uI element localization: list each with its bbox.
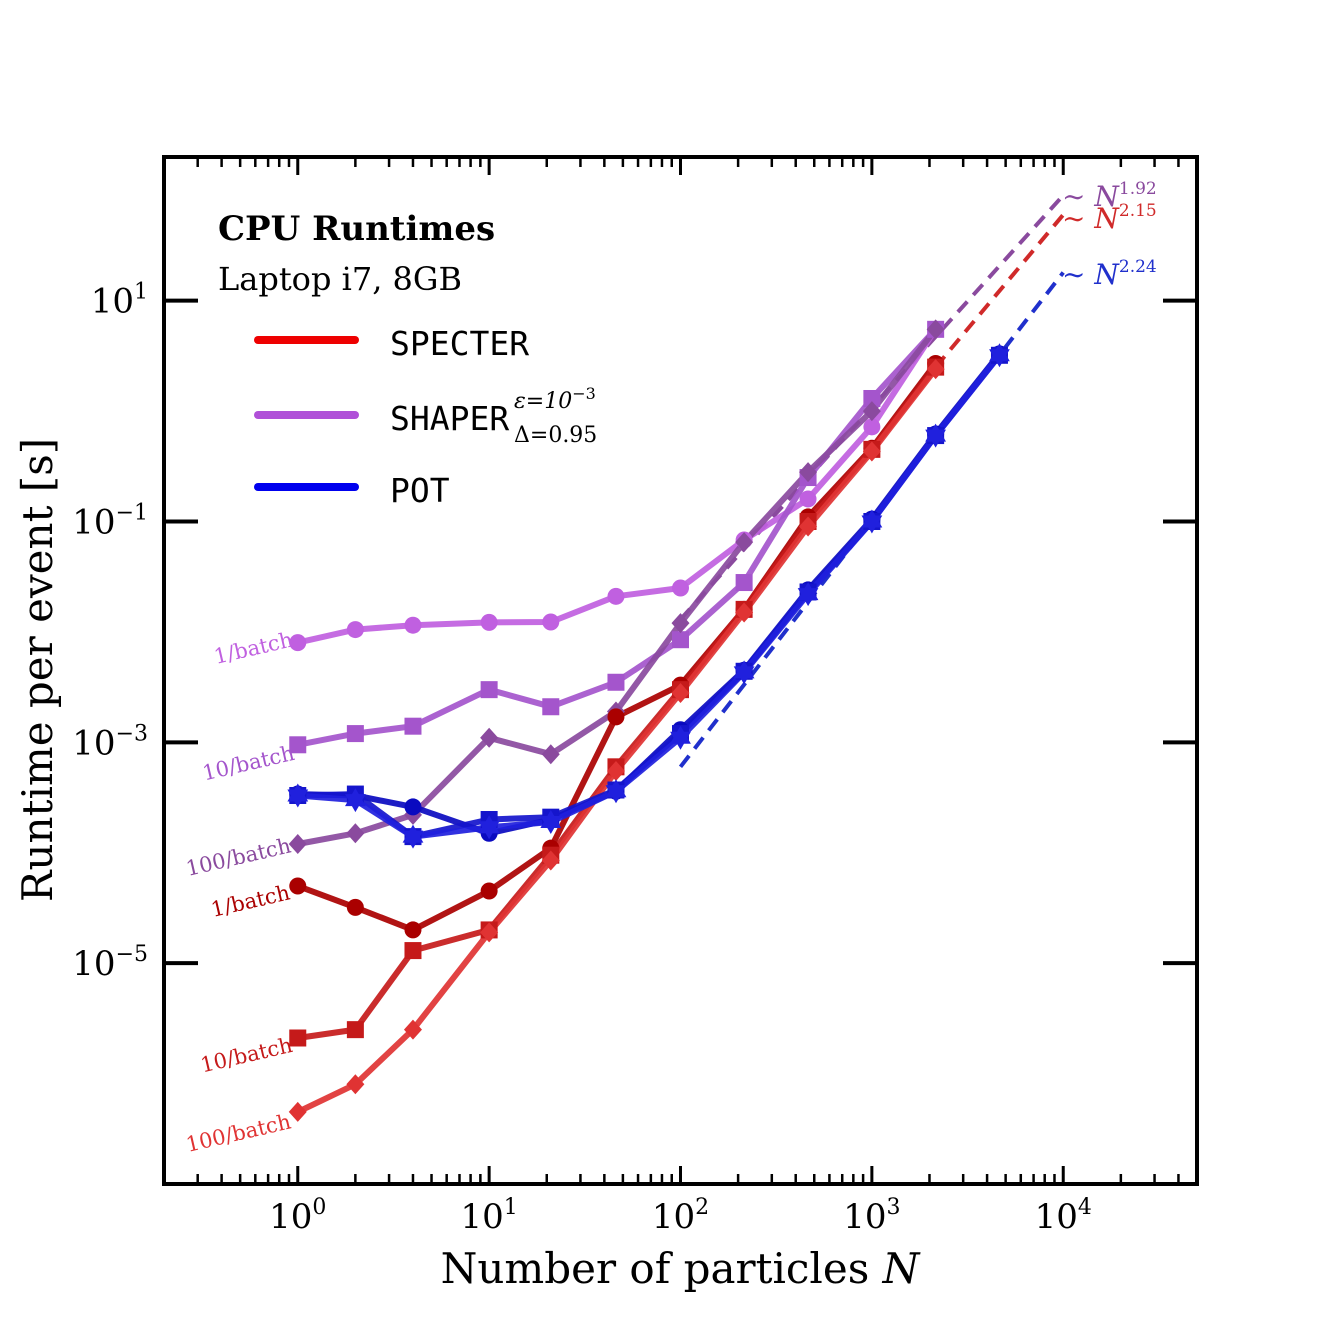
specter-100-batch-point (862, 441, 881, 462)
specter-100-batch-point (735, 602, 754, 623)
specter-1-batch-point (346, 898, 364, 916)
pot-100-batch-point (540, 810, 562, 834)
pot-100-batch-point (989, 343, 1010, 368)
shaper-100-batch-point (671, 613, 690, 634)
pot-100-batch-point (345, 788, 366, 813)
shaper-10-batch-point (542, 698, 560, 716)
specter-10-batch-point (346, 1021, 364, 1039)
specter-1-batch-point (480, 882, 498, 900)
pot-100-batch-point (402, 824, 424, 849)
shaper-100-batch-point (541, 744, 560, 765)
tick-labels: 100 101 102 103 104 101 10−1 10−3 10−5 (72, 280, 1092, 1237)
series-markers (287, 319, 1010, 1122)
shaper-10-batch-point (863, 389, 881, 407)
specter-100-batch-point (403, 1019, 422, 1040)
chart-title: CPU Runtimes (218, 209, 495, 249)
pot-100-batch-point (287, 783, 309, 808)
specter-100-batch-point (799, 516, 818, 537)
pot-100-batch-point (733, 660, 755, 685)
x-tick-label: 102 (652, 1195, 709, 1237)
specter-100-batch-point (671, 682, 690, 703)
specter-10-batch-point (289, 1029, 307, 1047)
major-ticks (164, 157, 1197, 1184)
x-tick-label: 103 (843, 1195, 900, 1237)
legend-specter-label: SPECTER (390, 324, 529, 363)
legend-pot-label: POT (390, 471, 450, 510)
pot-1-batch-point (404, 798, 422, 816)
pot-100-batch-line (297, 353, 1002, 840)
legend-shaper-label: SHAPER (390, 399, 509, 438)
specter-1-batch-point (404, 921, 422, 939)
shaper-10-batch-point (480, 681, 498, 699)
legend: SPECTER SHAPER ε=10−3 Δ=0.95 POT (254, 324, 597, 510)
specter-1-batch-point (289, 877, 307, 895)
shaper-100-batch-point (346, 823, 365, 844)
y-tick-label: 10−1 (72, 500, 148, 542)
shaper-1-batch-point (672, 579, 689, 597)
shaper-1-batch-point (289, 634, 307, 652)
y-axis-label: Runtime per event [s] (13, 438, 62, 902)
pot-100-batch-point (797, 582, 819, 607)
pot-100-batch-point (925, 423, 946, 448)
specter-100-batch-point (541, 850, 560, 871)
x-axis-label: Number of particles N (441, 1244, 921, 1293)
specter-10-batch-point (404, 942, 422, 960)
y-tick-label: 10−3 (72, 721, 148, 763)
shaper-10-batch-point (735, 574, 753, 592)
specter-fit-line (934, 213, 1065, 369)
pot-100-batch-point (478, 815, 500, 840)
shaper-1-batch-point (799, 490, 817, 508)
x-tick-label: 100 (269, 1195, 326, 1237)
pot-100-batch-point (670, 725, 691, 750)
y-tick-label: 10−5 (72, 942, 148, 984)
chart-subtitle: Laptop i7, 8GB (218, 260, 462, 298)
pot-100-batch-point (605, 779, 627, 804)
specter-fit-label: ∼ N2.15 (1062, 201, 1157, 235)
shaper-100-batch-point (288, 834, 307, 855)
plot-frame (162, 155, 1199, 1186)
shaper-100-batch-point (799, 462, 818, 483)
specter-100-batch-point (606, 760, 625, 781)
shaper-100-batch-point (926, 319, 945, 340)
shaper-fit-label: ∼ N1.92 (1062, 179, 1157, 213)
legend-shaper-sub: Δ=0.95 (514, 423, 597, 448)
specter-1-batch-point (607, 708, 625, 726)
specter-100-batch-point (480, 922, 499, 943)
shaper-100-batch-point (862, 401, 881, 422)
shaper-1-batch-point (542, 613, 560, 631)
legend-shaper-sup: ε=10−3 (514, 384, 596, 414)
specter-100-batch-point (926, 359, 945, 380)
shaper-1-batch-point (346, 621, 364, 639)
shaper-100-batch-point (735, 532, 754, 553)
shaper-1-batch-point (607, 587, 625, 605)
shaper-10-batch-point (607, 673, 625, 691)
pot-100-batch-point (861, 509, 883, 534)
shaper-10-batch-point (346, 725, 364, 743)
specter-100-batch-point (346, 1074, 365, 1095)
specter-100-batch-point (288, 1101, 307, 1122)
shaper-10-batch-point (404, 717, 422, 735)
shaper-1-batch-point (480, 613, 498, 631)
x-tick-label: 104 (1035, 1195, 1092, 1237)
x-tick-label: 101 (460, 1195, 517, 1237)
shaper-10-batch-point (289, 736, 307, 754)
y-tick-label: 101 (91, 280, 148, 322)
fit-labels: ∼ N1.92∼ N2.15 ∼ N2.24 (1062, 179, 1157, 291)
shaper-100-batch-point (480, 727, 499, 748)
shaper-1-batch-point (863, 418, 881, 436)
shaper-1-batch-point (404, 616, 422, 634)
pot-fit-label: ∼ N2.24 (1062, 257, 1157, 291)
shaper-10-batch-point (672, 631, 689, 649)
